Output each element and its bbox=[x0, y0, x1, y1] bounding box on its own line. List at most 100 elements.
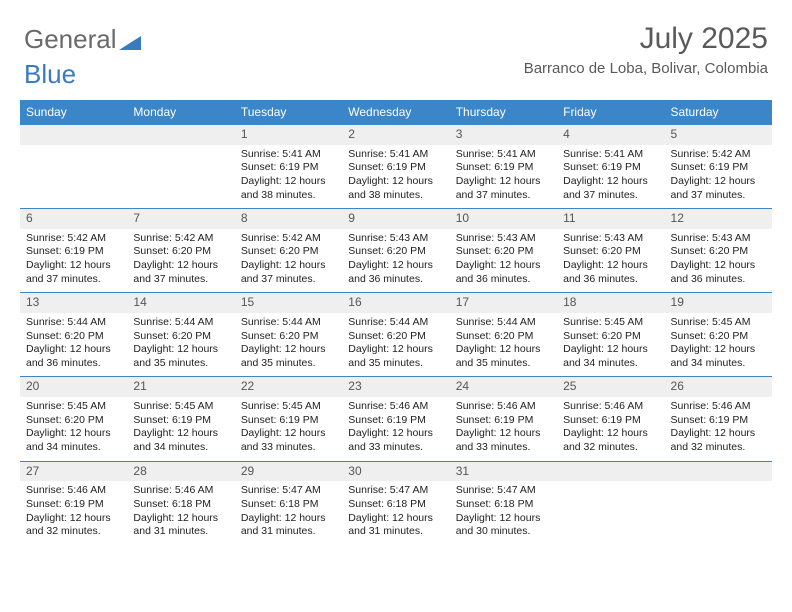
calendar-day-cell: 5Sunrise: 5:42 AMSunset: 6:19 PMDaylight… bbox=[665, 125, 772, 208]
calendar-day-cell: 21Sunrise: 5:45 AMSunset: 6:19 PMDayligh… bbox=[127, 377, 234, 460]
day-number: 23 bbox=[342, 377, 449, 397]
day-details bbox=[665, 481, 772, 490]
sunset-line: Sunset: 6:19 PM bbox=[671, 414, 766, 428]
sunset-line: Sunset: 6:18 PM bbox=[133, 498, 228, 512]
sunset-line: Sunset: 6:20 PM bbox=[671, 245, 766, 259]
day-number: 2 bbox=[342, 125, 449, 145]
logo-triangle-icon bbox=[119, 28, 141, 59]
day-details: Sunrise: 5:45 AMSunset: 6:20 PMDaylight:… bbox=[557, 313, 664, 377]
sunset-line: Sunset: 6:20 PM bbox=[456, 330, 551, 344]
daylight-line: Daylight: 12 hours and 31 minutes. bbox=[241, 512, 336, 539]
sunset-line: Sunset: 6:20 PM bbox=[348, 245, 443, 259]
day-number: 27 bbox=[20, 462, 127, 482]
weekday-header-cell: Thursday bbox=[450, 100, 557, 124]
calendar-week-row: 27Sunrise: 5:46 AMSunset: 6:19 PMDayligh… bbox=[20, 461, 772, 545]
sunset-line: Sunset: 6:20 PM bbox=[456, 245, 551, 259]
daylight-line: Daylight: 12 hours and 36 minutes. bbox=[26, 343, 121, 370]
day-number: 29 bbox=[235, 462, 342, 482]
calendar-day-cell: 16Sunrise: 5:44 AMSunset: 6:20 PMDayligh… bbox=[342, 293, 449, 376]
day-details: Sunrise: 5:41 AMSunset: 6:19 PMDaylight:… bbox=[557, 145, 664, 209]
day-number: 8 bbox=[235, 209, 342, 229]
sunset-line: Sunset: 6:19 PM bbox=[456, 161, 551, 175]
day-details: Sunrise: 5:44 AMSunset: 6:20 PMDaylight:… bbox=[235, 313, 342, 377]
calendar-day-cell bbox=[20, 125, 127, 208]
sunrise-line: Sunrise: 5:41 AM bbox=[456, 148, 551, 162]
calendar-day-cell: 15Sunrise: 5:44 AMSunset: 6:20 PMDayligh… bbox=[235, 293, 342, 376]
day-number: 21 bbox=[127, 377, 234, 397]
calendar-day-cell: 12Sunrise: 5:43 AMSunset: 6:20 PMDayligh… bbox=[665, 209, 772, 292]
daylight-line: Daylight: 12 hours and 30 minutes. bbox=[456, 512, 551, 539]
sunrise-line: Sunrise: 5:46 AM bbox=[671, 400, 766, 414]
logo-text-2: Blue bbox=[24, 59, 76, 89]
sunrise-line: Sunrise: 5:46 AM bbox=[26, 484, 121, 498]
daylight-line: Daylight: 12 hours and 36 minutes. bbox=[456, 259, 551, 286]
day-number: 19 bbox=[665, 293, 772, 313]
day-details: Sunrise: 5:43 AMSunset: 6:20 PMDaylight:… bbox=[450, 229, 557, 293]
sunset-line: Sunset: 6:19 PM bbox=[133, 414, 228, 428]
daylight-line: Daylight: 12 hours and 35 minutes. bbox=[348, 343, 443, 370]
day-number: 10 bbox=[450, 209, 557, 229]
sunset-line: Sunset: 6:18 PM bbox=[241, 498, 336, 512]
day-number: 1 bbox=[235, 125, 342, 145]
calendar-day-cell: 31Sunrise: 5:47 AMSunset: 6:18 PMDayligh… bbox=[450, 462, 557, 545]
day-details: Sunrise: 5:44 AMSunset: 6:20 PMDaylight:… bbox=[342, 313, 449, 377]
daylight-line: Daylight: 12 hours and 33 minutes. bbox=[348, 427, 443, 454]
calendar-day-cell: 27Sunrise: 5:46 AMSunset: 6:19 PMDayligh… bbox=[20, 462, 127, 545]
day-details: Sunrise: 5:43 AMSunset: 6:20 PMDaylight:… bbox=[342, 229, 449, 293]
daylight-line: Daylight: 12 hours and 32 minutes. bbox=[563, 427, 658, 454]
calendar-day-cell: 4Sunrise: 5:41 AMSunset: 6:19 PMDaylight… bbox=[557, 125, 664, 208]
day-number: 4 bbox=[557, 125, 664, 145]
sunrise-line: Sunrise: 5:47 AM bbox=[456, 484, 551, 498]
sunrise-line: Sunrise: 5:44 AM bbox=[241, 316, 336, 330]
day-number: 30 bbox=[342, 462, 449, 482]
calendar-day-cell: 7Sunrise: 5:42 AMSunset: 6:20 PMDaylight… bbox=[127, 209, 234, 292]
day-details: Sunrise: 5:47 AMSunset: 6:18 PMDaylight:… bbox=[235, 481, 342, 545]
sunrise-line: Sunrise: 5:47 AM bbox=[241, 484, 336, 498]
daylight-line: Daylight: 12 hours and 37 minutes. bbox=[671, 175, 766, 202]
month-title: July 2025 bbox=[524, 22, 768, 56]
daylight-line: Daylight: 12 hours and 37 minutes. bbox=[563, 175, 658, 202]
day-number: 13 bbox=[20, 293, 127, 313]
calendar-day-cell: 22Sunrise: 5:45 AMSunset: 6:19 PMDayligh… bbox=[235, 377, 342, 460]
day-number: 11 bbox=[557, 209, 664, 229]
day-details bbox=[557, 481, 664, 490]
day-number: 20 bbox=[20, 377, 127, 397]
sunset-line: Sunset: 6:20 PM bbox=[241, 245, 336, 259]
calendar-day-cell: 24Sunrise: 5:46 AMSunset: 6:19 PMDayligh… bbox=[450, 377, 557, 460]
sunrise-line: Sunrise: 5:45 AM bbox=[671, 316, 766, 330]
day-details: Sunrise: 5:46 AMSunset: 6:19 PMDaylight:… bbox=[665, 397, 772, 461]
weekday-header-cell: Sunday bbox=[20, 100, 127, 124]
sunrise-line: Sunrise: 5:42 AM bbox=[241, 232, 336, 246]
daylight-line: Daylight: 12 hours and 38 minutes. bbox=[241, 175, 336, 202]
calendar-day-cell: 1Sunrise: 5:41 AMSunset: 6:19 PMDaylight… bbox=[235, 125, 342, 208]
sunset-line: Sunset: 6:20 PM bbox=[133, 330, 228, 344]
weekday-header-cell: Monday bbox=[127, 100, 234, 124]
sunset-line: Sunset: 6:19 PM bbox=[26, 498, 121, 512]
daylight-line: Daylight: 12 hours and 34 minutes. bbox=[133, 427, 228, 454]
day-number: 16 bbox=[342, 293, 449, 313]
day-number bbox=[20, 125, 127, 145]
daylight-line: Daylight: 12 hours and 34 minutes. bbox=[563, 343, 658, 370]
sunset-line: Sunset: 6:19 PM bbox=[241, 414, 336, 428]
day-details: Sunrise: 5:46 AMSunset: 6:19 PMDaylight:… bbox=[557, 397, 664, 461]
sunrise-line: Sunrise: 5:41 AM bbox=[348, 148, 443, 162]
calendar-day-cell: 26Sunrise: 5:46 AMSunset: 6:19 PMDayligh… bbox=[665, 377, 772, 460]
weekday-header-cell: Friday bbox=[557, 100, 664, 124]
day-number: 26 bbox=[665, 377, 772, 397]
calendar-day-cell: 2Sunrise: 5:41 AMSunset: 6:19 PMDaylight… bbox=[342, 125, 449, 208]
day-details: Sunrise: 5:45 AMSunset: 6:20 PMDaylight:… bbox=[20, 397, 127, 461]
brand-logo: General Blue bbox=[24, 24, 141, 90]
sunset-line: Sunset: 6:19 PM bbox=[456, 414, 551, 428]
calendar-day-cell: 19Sunrise: 5:45 AMSunset: 6:20 PMDayligh… bbox=[665, 293, 772, 376]
day-details: Sunrise: 5:42 AMSunset: 6:20 PMDaylight:… bbox=[235, 229, 342, 293]
day-details: Sunrise: 5:46 AMSunset: 6:19 PMDaylight:… bbox=[20, 481, 127, 545]
daylight-line: Daylight: 12 hours and 36 minutes. bbox=[671, 259, 766, 286]
day-number: 14 bbox=[127, 293, 234, 313]
calendar-day-cell: 13Sunrise: 5:44 AMSunset: 6:20 PMDayligh… bbox=[20, 293, 127, 376]
day-details: Sunrise: 5:45 AMSunset: 6:20 PMDaylight:… bbox=[665, 313, 772, 377]
day-details: Sunrise: 5:41 AMSunset: 6:19 PMDaylight:… bbox=[342, 145, 449, 209]
daylight-line: Daylight: 12 hours and 37 minutes. bbox=[133, 259, 228, 286]
day-number bbox=[127, 125, 234, 145]
sunset-line: Sunset: 6:20 PM bbox=[241, 330, 336, 344]
daylight-line: Daylight: 12 hours and 35 minutes. bbox=[456, 343, 551, 370]
